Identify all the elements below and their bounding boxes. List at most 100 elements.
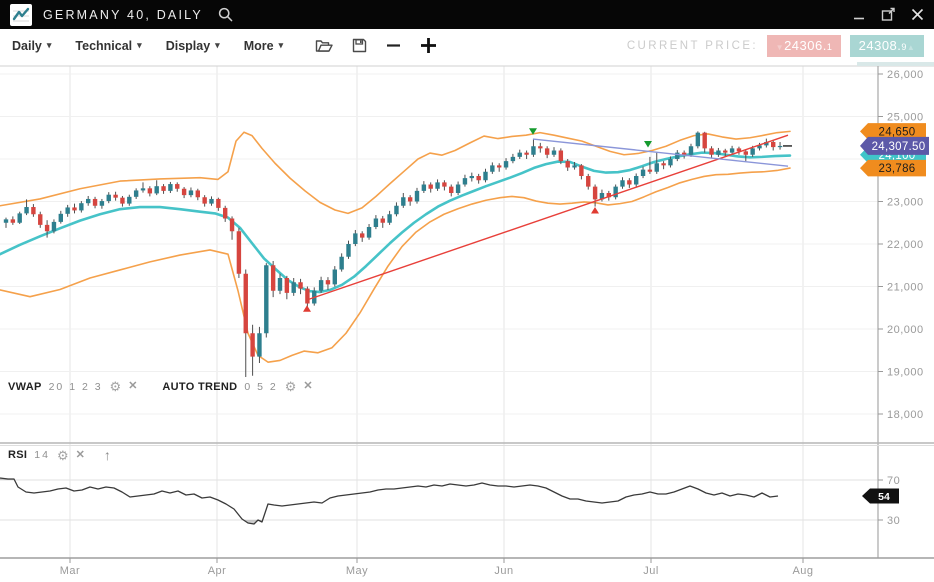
candle-body [455, 184, 461, 193]
candle-body [229, 218, 235, 232]
candle-body [188, 190, 194, 196]
zoom-in-icon[interactable] [420, 37, 437, 54]
candle-body [44, 224, 50, 232]
chevron-down-icon: ▾ [46, 40, 52, 50]
candle-body [24, 207, 29, 214]
toolbar: Daily ▾ Technical ▾ Display ▾ More ▾ [0, 29, 934, 62]
candle-body [771, 142, 776, 148]
candle-body [620, 180, 625, 187]
trend-line [532, 138, 789, 167]
close-icon[interactable]: ✕ [75, 448, 85, 461]
minimize-icon[interactable] [853, 8, 866, 21]
candle-body [394, 205, 399, 215]
rsi-label: RSI [8, 449, 28, 461]
auto-trend-params: 0 5 2 [244, 380, 278, 393]
svg-text:24,650: 24,650 [879, 126, 916, 138]
trend-line [308, 134, 789, 300]
save-icon[interactable] [352, 38, 367, 53]
trend-markers [303, 128, 792, 312]
candle-body [750, 148, 755, 155]
candle-body [10, 219, 16, 223]
candle-body [524, 152, 529, 155]
bid-price-main: 24306. [784, 37, 827, 53]
candle-body [99, 201, 105, 206]
triangle-up-marker-icon [303, 305, 311, 312]
auto-trend-lines [308, 134, 789, 300]
ask-price-main: 24308. [858, 37, 902, 53]
candle-body [332, 269, 337, 285]
move-panel-up-icon[interactable]: ↑ [103, 447, 111, 463]
candle-body [120, 197, 125, 204]
popout-icon[interactable] [881, 7, 896, 22]
candle-body [366, 227, 372, 238]
auto-trend-label: AUTO TREND [162, 380, 238, 393]
candle-body [757, 145, 762, 149]
candle-body [579, 165, 584, 176]
triangle-up-marker-icon [591, 207, 599, 214]
candle-body [223, 207, 228, 219]
axis-label: 30 [887, 515, 900, 527]
candle-body [113, 194, 118, 198]
candle-body [147, 188, 153, 194]
app-logo-icon [10, 3, 32, 26]
candle-body [175, 184, 180, 189]
gear-icon[interactable]: ⚙ [56, 447, 69, 463]
candle-body [291, 282, 296, 293]
close-icon[interactable]: ✕ [303, 380, 313, 392]
candle-body [435, 182, 440, 189]
gridlines [0, 66, 878, 558]
candle-body [654, 163, 659, 172]
open-folder-icon[interactable] [315, 38, 333, 53]
bollinger-upper-band [0, 130, 791, 215]
menu-daily[interactable]: Daily ▾ [12, 39, 51, 53]
menu-technical-label: Technical [75, 38, 133, 53]
menu-more[interactable]: More ▾ [244, 39, 283, 53]
candle-body [716, 150, 721, 155]
candle-body [777, 145, 783, 148]
candle-body [318, 280, 324, 291]
candle-body [531, 146, 536, 155]
candle-body [92, 198, 98, 206]
candle-body [517, 152, 522, 157]
candle-body [483, 171, 488, 181]
candle-body [243, 273, 248, 334]
menu-display[interactable]: Display ▾ [166, 39, 220, 53]
search-icon[interactable] [218, 7, 233, 22]
axis-label: 70 [887, 475, 900, 487]
candle-body [65, 207, 70, 214]
close-icon[interactable]: ✕ [128, 380, 138, 392]
rsi-params: 14 [34, 449, 50, 461]
candle-body [360, 233, 365, 238]
candle-body [729, 148, 735, 153]
candle-body [407, 197, 413, 202]
vwap-indicator-row: VWAP 20 1 2 3 ⚙ ✕ AUTO TREND 0 5 2 ⚙ ✕ [8, 380, 313, 393]
candle-body [476, 176, 481, 181]
axis-label: May [346, 565, 368, 577]
candle-body [270, 265, 276, 291]
current-price-group: CURRENT PRICE: ▼24306.1 24308.9▲ [627, 34, 926, 57]
zoom-out-icon[interactable] [386, 38, 401, 53]
gear-icon[interactable]: ⚙ [109, 379, 122, 394]
axis-label: Jul [643, 565, 659, 577]
menu-technical[interactable]: Technical ▾ [75, 39, 141, 53]
candle-body [551, 150, 557, 155]
axis-label: 22,000 [887, 239, 924, 251]
candle-body [17, 213, 22, 223]
candle-body [428, 184, 433, 189]
candle-body [661, 163, 666, 166]
close-icon[interactable] [911, 8, 924, 21]
candle-body [133, 190, 139, 197]
candle-body [586, 176, 591, 187]
candle-body [668, 159, 673, 166]
candle-body [592, 186, 598, 200]
vwap-line [0, 151, 792, 294]
candle-body [140, 188, 146, 191]
candle-body [558, 150, 564, 162]
candle-body [236, 231, 242, 274]
chart-title: GERMANY 40, DAILY [43, 7, 203, 22]
candle-body [462, 178, 468, 185]
chevron-down-icon: ▾ [278, 40, 284, 50]
gear-icon[interactable]: ⚙ [284, 379, 297, 394]
price-badge-orange: 24,650 [860, 123, 926, 140]
candle-body [284, 278, 290, 293]
